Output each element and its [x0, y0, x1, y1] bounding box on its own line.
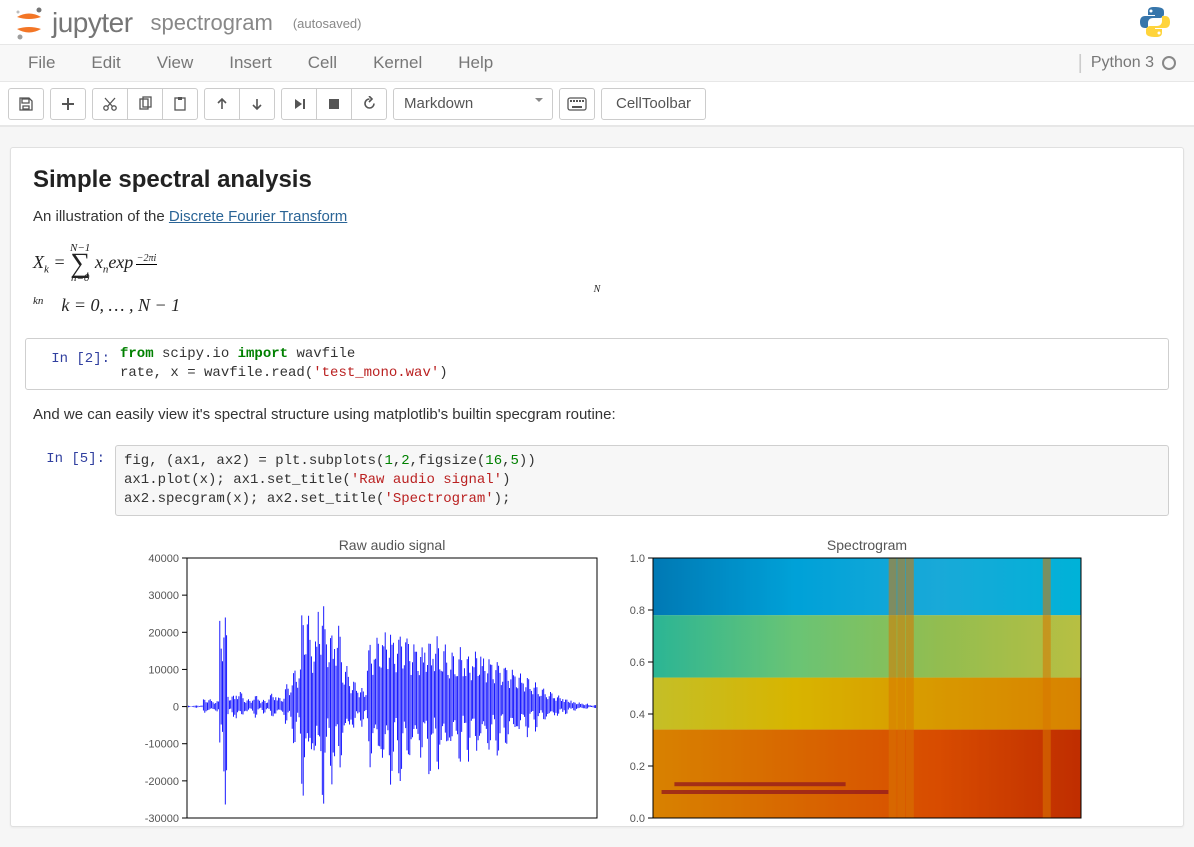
svg-text:0.2: 0.2	[630, 761, 645, 773]
code-input[interactable]: from scipy.io import wavfile rate, x = w…	[120, 345, 1164, 383]
kernel-name[interactable]: Python 3	[1091, 54, 1154, 72]
notebook-area: Simple spectral analysis An illustration…	[0, 127, 1194, 847]
svg-text:-30000: -30000	[145, 813, 179, 825]
prompt: In [5]:	[25, 445, 115, 516]
intro-text: An illustration of the Discrete Fourier …	[33, 208, 1161, 225]
code-cell-2[interactable]: In [2]: from scipy.io import wavfile rat…	[25, 338, 1169, 390]
autosave-status: (autosaved)	[293, 16, 362, 31]
insert-cell-button[interactable]	[50, 88, 86, 120]
jupyter-logo-icon	[14, 6, 44, 40]
menu-file[interactable]: File	[10, 45, 73, 81]
svg-text:1.0: 1.0	[630, 553, 645, 565]
save-button[interactable]	[8, 88, 44, 120]
heading: Simple spectral analysis	[33, 166, 1161, 194]
plot-raw-audio: Raw audio signal -30000 -20000 -10000 0 10000…	[115, 536, 605, 826]
menubar: FileEditViewInsertCellKernelHelp | Pytho…	[0, 44, 1194, 82]
interrupt-button[interactable]	[316, 88, 352, 120]
arrow-down-icon	[250, 97, 264, 111]
kernel-status-idle-icon	[1162, 56, 1176, 70]
notebook-name[interactable]: spectrogram	[151, 10, 273, 36]
notebook-container: Simple spectral analysis An illustration…	[10, 147, 1184, 827]
paragraph: And we can easily view it's spectral str…	[33, 406, 1161, 423]
formula: Xk = N−1 ∑ n=0 xnexp −2πiN kn k = 0, … ,…	[33, 235, 1161, 326]
jupyter-logo[interactable]: jupyter	[14, 6, 133, 40]
kernel-indicator: | Python 3	[1078, 52, 1184, 75]
menu-edit[interactable]: Edit	[73, 45, 138, 81]
svg-text:0.4: 0.4	[630, 709, 645, 721]
copy-button[interactable]	[127, 88, 163, 120]
menu-kernel[interactable]: Kernel	[355, 45, 440, 81]
python-logo-icon	[1138, 5, 1172, 42]
intro-prefix: An illustration of the	[33, 208, 169, 225]
cut-button[interactable]	[92, 88, 128, 120]
header: jupyter spectrogram (autosaved) FileEdit…	[0, 0, 1194, 127]
save-icon	[18, 96, 34, 112]
menu-insert[interactable]: Insert	[211, 45, 290, 81]
code-input[interactable]: fig, (ax1, ax2) = plt.subplots(1,2,figsi…	[115, 445, 1169, 516]
menu-help[interactable]: Help	[440, 45, 511, 81]
plus-icon	[61, 97, 75, 111]
prompt: In [2]:	[30, 345, 120, 383]
svg-text:-20000: -20000	[145, 776, 179, 788]
run-button[interactable]	[281, 88, 317, 120]
copy-icon	[137, 96, 153, 112]
svg-text:0: 0	[173, 701, 179, 713]
markdown-cell-text[interactable]: And we can easily view it's spectral str…	[25, 402, 1169, 445]
keyboard-icon	[567, 97, 587, 111]
refresh-icon	[362, 96, 377, 111]
cell-type-select-wrap: Markdown	[393, 88, 553, 120]
svg-text:40000: 40000	[148, 553, 179, 565]
cell-toolbar-button[interactable]: CellToolbar	[601, 88, 706, 120]
plot-spectrogram: Spectrogram 0.0 0.2 0.4 0.6 0.8 1.0	[619, 536, 1119, 826]
svg-text:Spectrogram: Spectrogram	[827, 537, 907, 553]
arrow-up-icon	[215, 97, 229, 111]
step-forward-icon	[292, 97, 306, 111]
command-palette-button[interactable]	[559, 88, 595, 120]
svg-text:20000: 20000	[148, 627, 179, 639]
restart-button[interactable]	[351, 88, 387, 120]
paste-button[interactable]	[162, 88, 198, 120]
dft-link[interactable]: Discrete Fourier Transform	[169, 208, 347, 225]
svg-text:30000: 30000	[148, 590, 179, 602]
cut-icon	[102, 96, 118, 112]
svg-text:Raw audio signal: Raw audio signal	[339, 537, 446, 553]
svg-text:-10000: -10000	[145, 738, 179, 750]
code-cell-5[interactable]: In [5]: fig, (ax1, ax2) = plt.subplots(1…	[25, 445, 1169, 516]
svg-text:10000: 10000	[148, 664, 179, 676]
plots: Raw audio signal -30000 -20000 -10000 0 10000…	[115, 528, 1169, 826]
separator: |	[1078, 52, 1083, 75]
toolbar: Markdown CellToolbar	[0, 82, 1194, 126]
svg-text:0.8: 0.8	[630, 605, 645, 617]
move-up-button[interactable]	[204, 88, 240, 120]
stop-icon	[328, 98, 340, 110]
output-area: Raw audio signal -30000 -20000 -10000 0 10000…	[25, 528, 1169, 826]
svg-text:0.0: 0.0	[630, 813, 645, 825]
cell-type-select[interactable]: Markdown	[393, 88, 553, 120]
output-prompt	[25, 528, 115, 826]
menu-cell[interactable]: Cell	[290, 45, 355, 81]
jupyter-logo-text: jupyter	[52, 7, 133, 39]
menubar-items: FileEditViewInsertCellKernelHelp	[10, 45, 511, 81]
move-down-button[interactable]	[239, 88, 275, 120]
svg-text:0.6: 0.6	[630, 657, 645, 669]
paste-icon	[172, 96, 188, 112]
markdown-cell-heading[interactable]: Simple spectral analysis An illustration…	[25, 162, 1169, 338]
menu-view[interactable]: View	[139, 45, 212, 81]
header-container: jupyter spectrogram (autosaved)	[0, 0, 1194, 44]
